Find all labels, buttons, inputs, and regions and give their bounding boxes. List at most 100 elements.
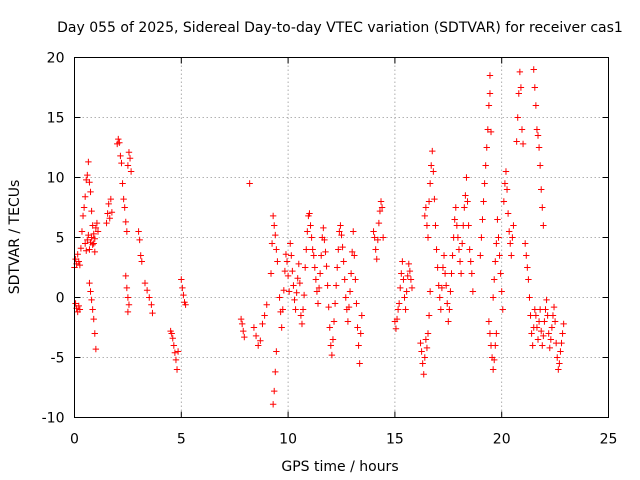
data-point — [355, 342, 362, 349]
data-point — [88, 234, 95, 241]
data-point — [336, 228, 343, 235]
data-point — [285, 288, 293, 295]
data-point — [533, 126, 541, 133]
data-point — [259, 320, 266, 328]
data-point — [261, 312, 268, 319]
data-point — [424, 330, 432, 337]
data-point — [395, 300, 403, 307]
data-point — [509, 234, 516, 241]
data-point — [94, 228, 102, 235]
data-point — [502, 168, 510, 175]
data-point — [552, 339, 560, 347]
data-point — [314, 300, 322, 307]
data-point — [84, 171, 91, 179]
data-point — [238, 320, 246, 328]
data-point — [460, 222, 467, 229]
data-point — [326, 324, 333, 331]
data-point — [123, 228, 131, 235]
data-point — [457, 270, 465, 277]
data-point — [76, 261, 84, 269]
data-point — [146, 294, 153, 301]
data-point — [500, 198, 508, 205]
data-point — [116, 139, 123, 146]
data-point — [422, 336, 430, 343]
data-point — [90, 315, 97, 323]
data-point — [454, 234, 462, 241]
data-point — [417, 339, 424, 347]
data-point — [180, 291, 187, 299]
data-point — [93, 219, 101, 227]
data-point — [135, 228, 142, 235]
data-point — [429, 147, 436, 155]
data-point — [371, 234, 378, 241]
data-point — [323, 263, 330, 270]
data-point — [517, 84, 525, 91]
data-point — [308, 234, 315, 241]
data-point — [551, 318, 559, 325]
plot-frame — [74, 57, 609, 418]
data-point — [435, 282, 442, 289]
data-point — [276, 294, 283, 301]
data-point — [283, 258, 291, 265]
data-point — [291, 296, 298, 304]
data-point — [169, 335, 176, 342]
data-point — [554, 354, 561, 361]
data-point — [342, 294, 349, 301]
data-point — [398, 270, 405, 277]
data-point — [121, 204, 128, 211]
data-point — [272, 231, 279, 239]
data-point — [83, 176, 90, 184]
data-point — [421, 212, 429, 220]
data-point — [518, 126, 526, 133]
data-point — [484, 126, 492, 133]
data-point — [312, 276, 320, 283]
data-point — [137, 252, 144, 259]
data-point — [420, 371, 427, 378]
data-point — [299, 306, 307, 313]
data-point — [80, 204, 88, 211]
data-point — [556, 360, 563, 367]
data-point — [91, 235, 98, 242]
data-point — [87, 288, 94, 295]
data-point — [526, 294, 533, 301]
data-point — [240, 327, 247, 335]
data-point — [418, 348, 425, 355]
data-point — [316, 270, 324, 277]
data-point — [456, 258, 464, 265]
data-point — [406, 267, 414, 275]
data-point — [344, 318, 352, 325]
data-point — [123, 284, 131, 292]
data-point — [442, 282, 450, 289]
data-point — [536, 162, 544, 169]
y-axis-label: SDTVAR / TECUs — [7, 180, 23, 295]
data-point — [91, 248, 98, 256]
data-point — [400, 276, 407, 283]
data-point — [250, 324, 258, 331]
data-point — [117, 152, 124, 160]
data-point — [485, 318, 493, 325]
data-point — [168, 330, 175, 337]
data-point — [426, 180, 434, 187]
data-point — [461, 204, 468, 211]
data-point — [78, 228, 86, 235]
data-point — [347, 270, 355, 277]
data-point — [346, 288, 354, 295]
data-point — [494, 216, 501, 223]
data-point — [525, 276, 532, 283]
data-point — [557, 348, 564, 355]
data-point — [241, 333, 248, 341]
data-point — [479, 216, 486, 223]
data-point — [392, 325, 400, 332]
data-point — [85, 231, 92, 239]
data-point — [531, 84, 539, 91]
data-point — [446, 306, 453, 313]
data-point — [464, 198, 471, 205]
data-point — [432, 222, 439, 229]
x-tick-label: 15 — [386, 432, 404, 448]
data-point — [542, 306, 549, 313]
data-point — [377, 198, 385, 205]
data-point — [422, 204, 430, 211]
data-point — [86, 246, 93, 253]
data-point — [268, 240, 276, 247]
data-point — [515, 90, 522, 97]
